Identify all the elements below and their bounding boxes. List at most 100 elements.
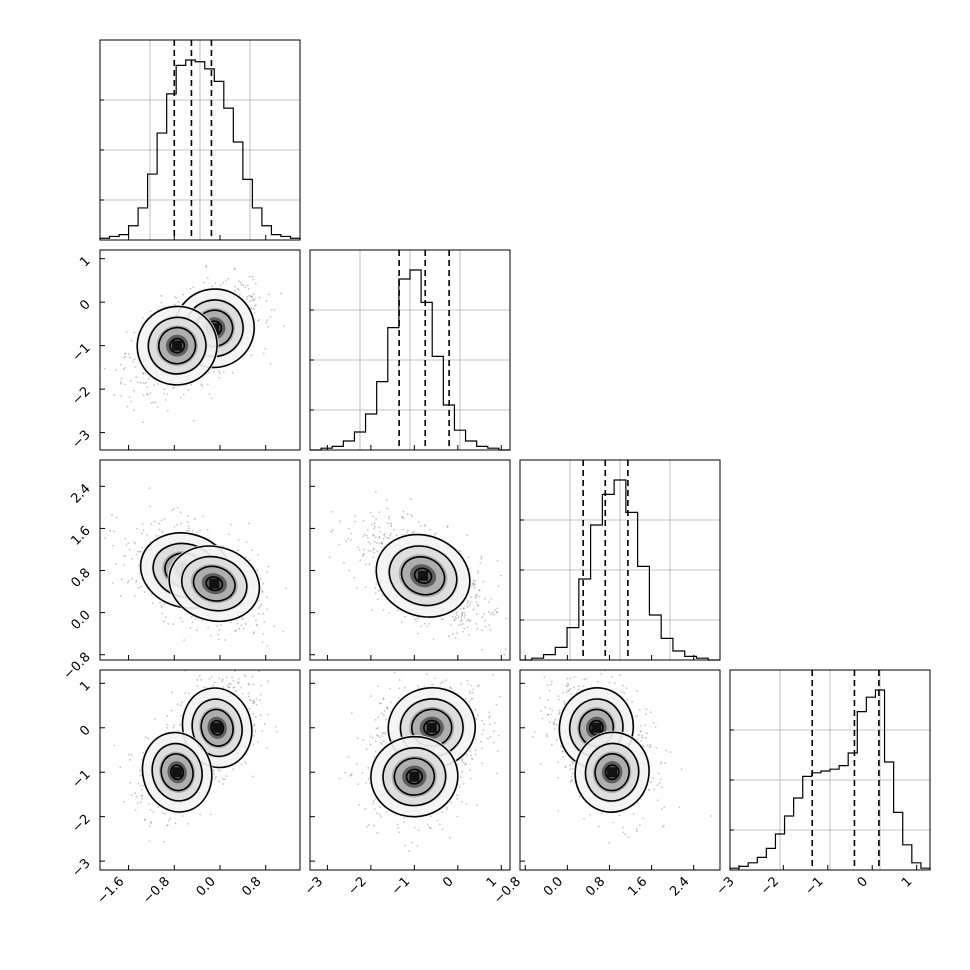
scatter-dot — [242, 618, 245, 621]
scatter-dot — [544, 706, 547, 709]
scatter-dot — [482, 729, 485, 732]
scatter-dot — [200, 678, 202, 681]
scatter-dot — [124, 356, 126, 358]
scatter-dot — [280, 292, 282, 295]
scatter-dot — [460, 682, 463, 685]
scatter-dot — [212, 684, 215, 687]
scatter-dot — [449, 686, 451, 689]
scatter-dot — [267, 326, 269, 328]
scatter-dot — [225, 676, 228, 679]
scatter-dot — [330, 530, 333, 533]
scatter-dot — [471, 757, 473, 760]
scatter-dot — [242, 284, 245, 287]
scatter-dot — [466, 602, 469, 605]
scatter-dot — [196, 685, 199, 687]
scatter-dot — [663, 824, 665, 827]
scatter-dot — [582, 685, 585, 688]
scatter-dot — [268, 293, 270, 296]
scatter-dot — [470, 596, 472, 599]
scatter-dot — [134, 366, 136, 368]
scatter-dot — [186, 529, 188, 532]
scatter-dot — [456, 815, 459, 818]
scatter-dot — [378, 702, 381, 705]
scatter-dot — [383, 534, 385, 536]
scatter-dot — [252, 700, 255, 703]
scatter-dot — [208, 393, 211, 395]
scatter-dot — [494, 609, 496, 611]
scatter-dot — [111, 514, 113, 517]
scatter-dot — [350, 532, 353, 535]
scatter-dot — [140, 585, 143, 588]
scatter-dot — [463, 627, 466, 630]
scatter-dot — [221, 778, 224, 780]
scatter-dot — [338, 777, 341, 780]
scatter-dot — [223, 778, 226, 781]
scatter-dot — [267, 713, 270, 716]
scatter-dot — [496, 750, 499, 753]
scatter-dot — [367, 766, 370, 769]
scatter-dot — [456, 797, 459, 800]
scatter-dot — [450, 687, 453, 690]
scatter-dot — [445, 808, 448, 811]
scatter-dot — [222, 686, 224, 688]
scatter-dot — [161, 530, 164, 533]
scatter-dot — [344, 771, 346, 774]
scatter-dot — [498, 695, 501, 698]
scatter-dot — [406, 531, 409, 534]
scatter-dot — [345, 540, 347, 543]
scatter-dot — [266, 571, 268, 573]
scatter-dot — [379, 702, 382, 705]
scatter-dot — [389, 534, 391, 537]
scatter-dot — [252, 278, 255, 281]
scatter-dot — [459, 550, 462, 553]
scatter-dot — [254, 716, 257, 719]
scatter-dot — [663, 806, 666, 808]
scatter-dot — [256, 741, 259, 743]
scatter-dot — [236, 288, 239, 290]
scatter-dot — [216, 624, 219, 627]
scatter-dot — [469, 601, 472, 604]
scatter-dot — [375, 490, 377, 493]
scatter-dot — [489, 736, 492, 738]
x-tick-label: −0.8 — [140, 874, 173, 907]
scatter-dot — [171, 509, 174, 512]
scatter-dot — [484, 619, 486, 622]
scatter-dot — [189, 627, 192, 629]
scatter-dot — [457, 616, 460, 619]
scatter-dot — [456, 794, 458, 796]
scatter-dot — [490, 598, 493, 600]
scatter-dot — [487, 737, 489, 740]
scatter-dot — [265, 300, 268, 302]
x-tick-label: −1 — [802, 874, 826, 898]
scatter-dot — [348, 569, 351, 572]
scatter-dot — [467, 600, 469, 603]
scatter-dot — [448, 836, 451, 839]
scatter-dot — [468, 700, 470, 703]
scatter-dot — [390, 525, 392, 528]
scatter-dot — [181, 620, 184, 623]
scatter-dot — [378, 537, 380, 539]
scatter-dot — [372, 534, 374, 536]
scatter-dot — [475, 622, 478, 625]
scatter-dot — [120, 595, 122, 598]
scatter-dot — [462, 607, 465, 610]
scatter-dot — [219, 770, 222, 772]
scatter-dot — [451, 615, 454, 618]
scatter-dot — [409, 498, 412, 500]
scatter-dot — [139, 381, 142, 384]
scatter-dot — [203, 686, 206, 689]
scatter-dot — [231, 371, 234, 374]
scatter-dot — [385, 499, 388, 502]
scatter-dot — [127, 579, 130, 582]
scatter-dot — [133, 331, 136, 334]
scatter-dot — [339, 520, 341, 523]
scatter-dot — [252, 293, 255, 296]
scatter-dot — [130, 339, 133, 342]
scatter-dot — [142, 372, 144, 374]
scatter-dot — [148, 487, 151, 490]
scatter-dot — [471, 758, 474, 760]
scatter-dot — [213, 773, 215, 775]
scatter-dot — [141, 797, 144, 800]
x-tick-label: 0 — [855, 874, 871, 890]
scatter-dot — [445, 679, 447, 682]
